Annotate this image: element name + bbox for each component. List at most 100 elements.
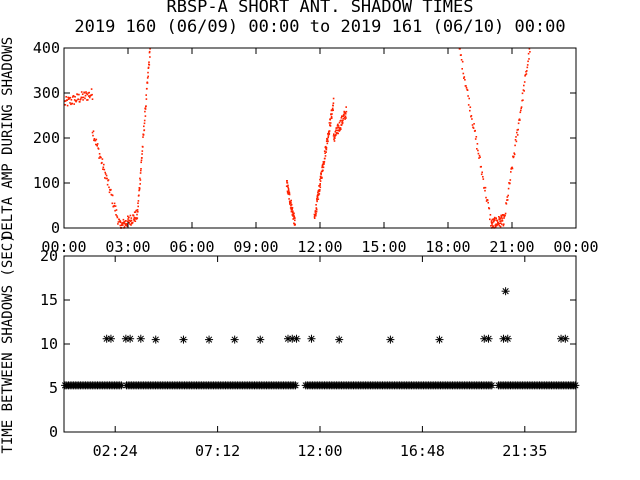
top-data-point [108, 191, 111, 194]
top-data-point [325, 145, 327, 148]
top-data-point [75, 100, 77, 103]
top-data-point [332, 135, 335, 137]
top-data-point [287, 191, 289, 194]
top-data-point [126, 225, 128, 228]
top-data-point [286, 180, 288, 182]
top-data-point [119, 224, 122, 227]
top-xtick-label: 12:00 [297, 238, 342, 256]
top-data-point [115, 214, 117, 216]
top-data-point [478, 154, 481, 157]
top-data-point [345, 106, 347, 108]
top-data-point [497, 223, 500, 226]
top-data-point [527, 52, 530, 55]
top-data-point [483, 186, 486, 189]
top-data-point [509, 179, 512, 181]
top-data-point [135, 209, 137, 212]
top-data-point [66, 99, 68, 101]
top-ytick-label: 100 [33, 174, 60, 192]
top-data-point [68, 97, 71, 100]
top-data-point [85, 91, 87, 93]
top-data-point [496, 220, 499, 222]
top-data-point [105, 177, 107, 180]
top-data-point [336, 131, 338, 134]
top-data-point [340, 119, 342, 122]
top-data-point [463, 76, 466, 78]
top-data-point [338, 121, 341, 124]
top-data-point [503, 215, 506, 218]
top-data-point [116, 216, 119, 219]
top-data-point [333, 140, 336, 142]
top-data-point [138, 194, 140, 197]
bottom-panel-points [61, 287, 580, 390]
top-data-point [520, 107, 522, 110]
top-data-point [318, 193, 321, 195]
top-data-point [473, 123, 475, 125]
top-data-point [130, 224, 132, 226]
bottom-data-point [179, 335, 188, 344]
top-data-point [465, 85, 467, 87]
top-data-point [342, 119, 344, 122]
top-data-point [139, 172, 142, 174]
top-data-point [127, 215, 129, 218]
top-data-point [481, 171, 483, 174]
top-data-point [516, 129, 519, 131]
top-data-point [495, 225, 497, 227]
top-data-point [499, 216, 501, 219]
top-data-point [524, 75, 526, 77]
top-data-point [145, 94, 147, 96]
top-xtick-label: 15:00 [361, 238, 406, 256]
top-data-point [498, 225, 501, 227]
top-ytick-label: 200 [33, 129, 60, 147]
bottom-data-point [230, 335, 239, 344]
top-data-point [84, 97, 86, 100]
top-data-point [76, 93, 79, 96]
top-data-point [316, 198, 318, 200]
top-xtick-label: 09:00 [233, 238, 278, 256]
bottom-data-point [106, 334, 115, 343]
top-data-point [523, 84, 525, 87]
bottom-data-point [386, 335, 395, 344]
top-data-point [102, 168, 104, 170]
top-data-point [316, 196, 319, 198]
top-data-point [466, 89, 469, 91]
bottom-ytick-label: 0 [49, 423, 58, 441]
top-data-point [99, 155, 101, 158]
top-data-point [339, 127, 342, 129]
top-data-point [289, 203, 291, 206]
top-data-point [471, 124, 474, 126]
top-data-point [343, 116, 346, 119]
top-data-point [133, 218, 135, 220]
top-data-point [313, 217, 316, 219]
top-data-point [332, 97, 335, 100]
top-data-point [484, 189, 486, 192]
top-data-point [92, 134, 94, 137]
top-data-point [140, 159, 143, 162]
top-data-point [512, 155, 514, 158]
top-data-point [325, 151, 327, 153]
top-data-point [143, 125, 145, 128]
top-data-point [327, 140, 329, 143]
top-data-point [144, 115, 147, 117]
top-data-point [482, 176, 484, 178]
top-data-point [127, 218, 129, 220]
top-data-point [487, 201, 489, 204]
top-data-point [337, 132, 339, 135]
top-data-point [317, 191, 319, 194]
top-data-point [511, 167, 514, 170]
top-data-point [493, 219, 495, 222]
bottom-ytick-label: 10 [40, 335, 58, 353]
top-data-point [317, 194, 320, 196]
top-data-point [484, 186, 487, 189]
top-data-point [510, 171, 512, 173]
top-data-point [343, 113, 345, 116]
top-data-point [500, 222, 502, 224]
top-data-point [107, 179, 110, 181]
top-data-point [332, 104, 334, 107]
top-data-point [86, 99, 88, 101]
top-data-point [69, 102, 71, 104]
top-data-point [526, 66, 529, 69]
top-data-point [148, 61, 150, 63]
top-data-point [90, 94, 92, 96]
top-data-point [129, 214, 132, 217]
top-data-point [519, 119, 521, 121]
